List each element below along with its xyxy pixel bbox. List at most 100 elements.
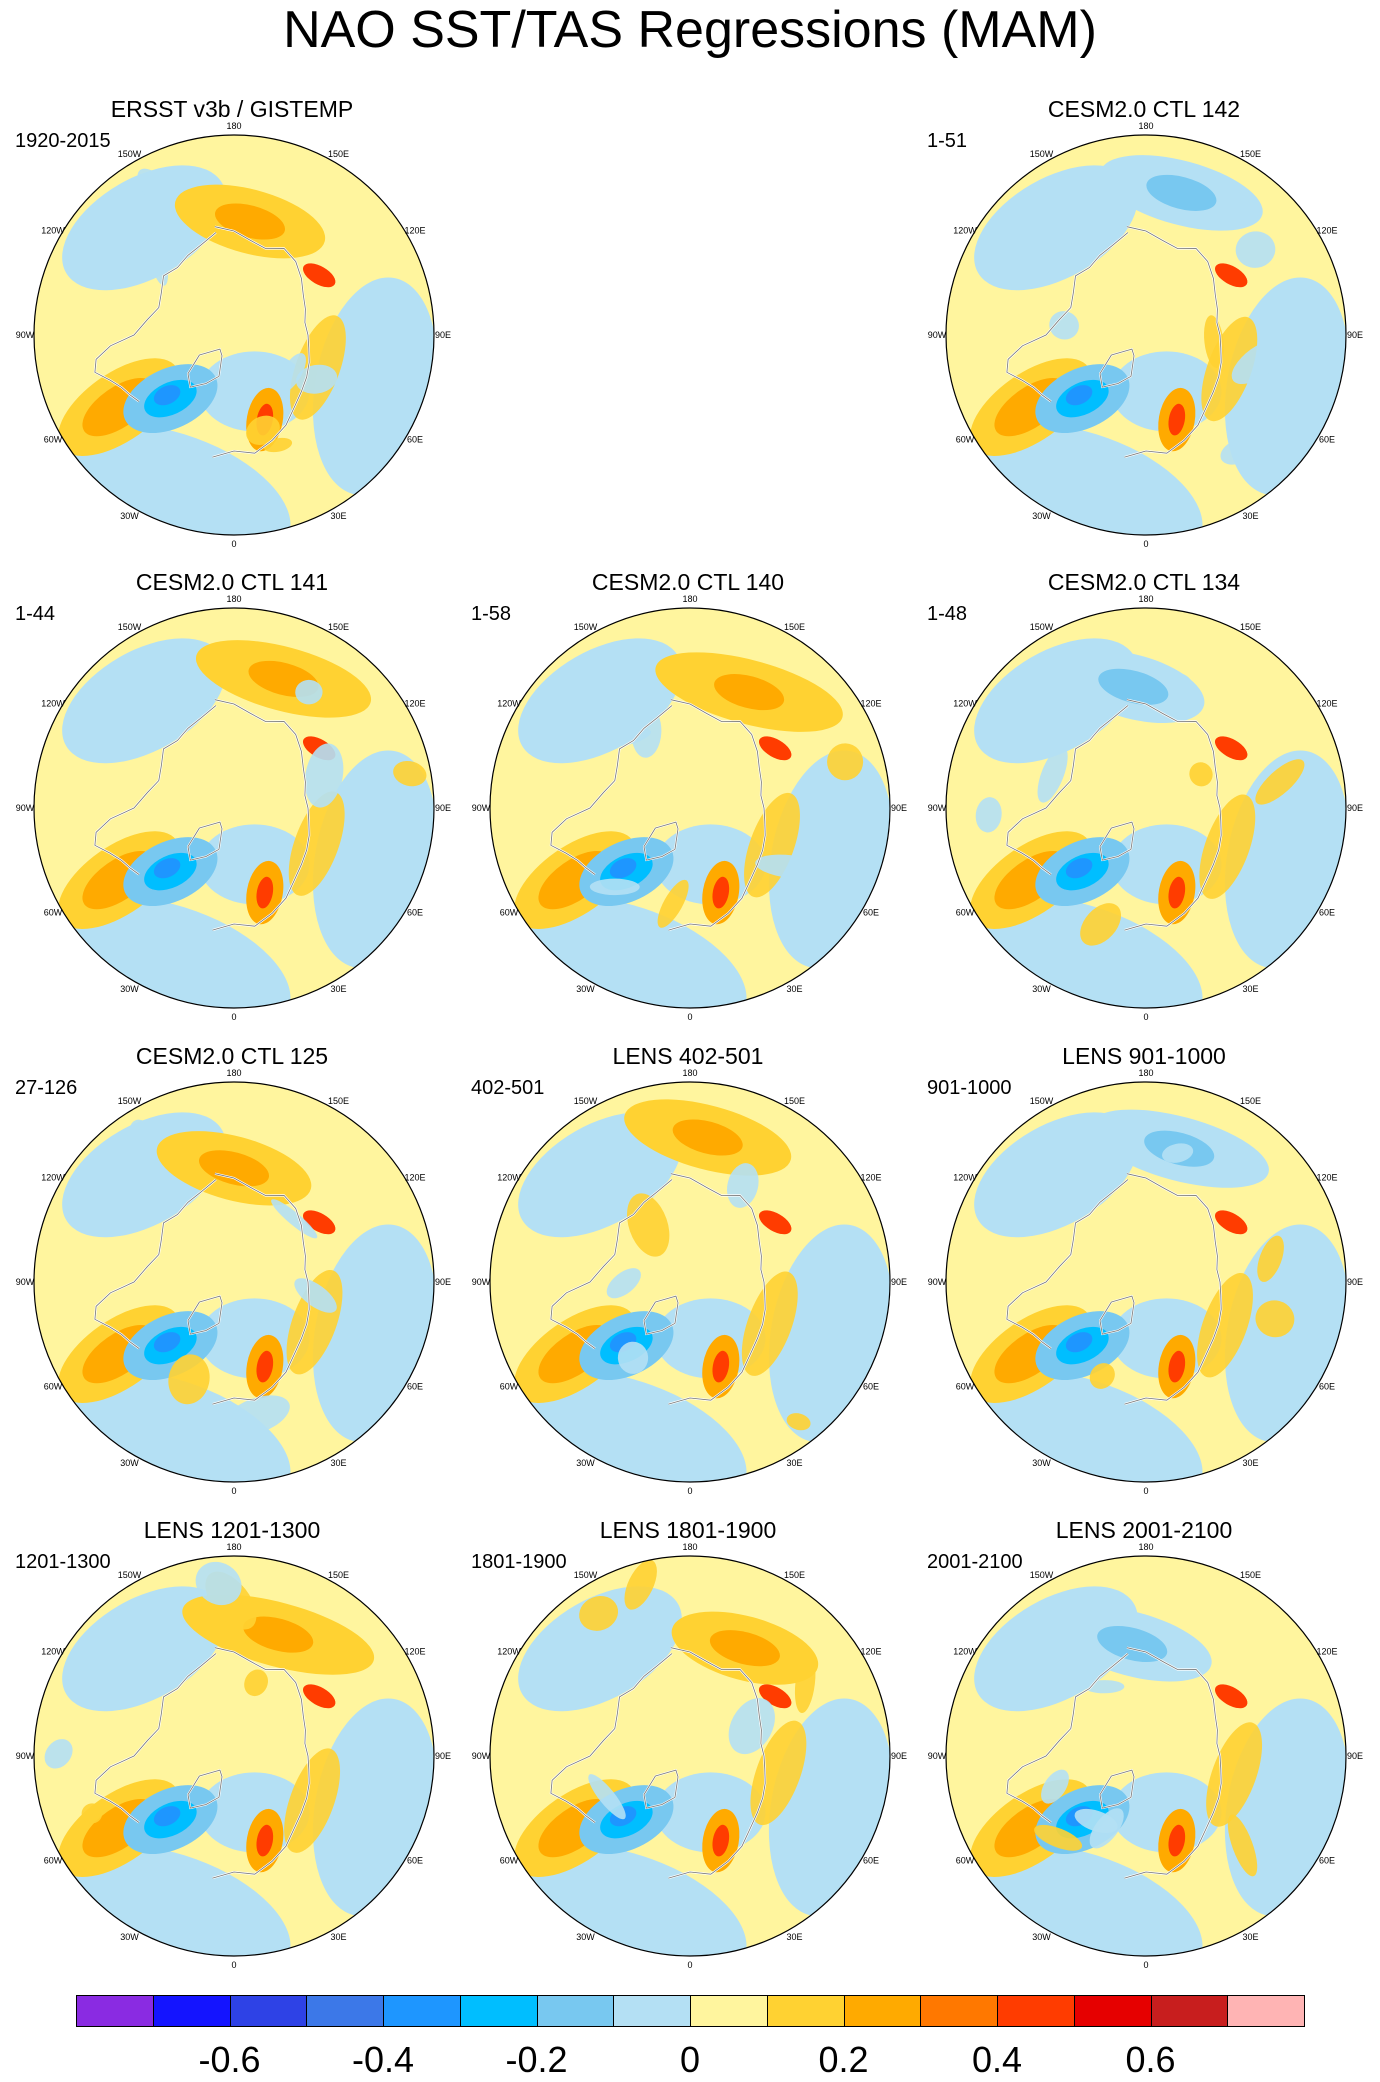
longitude-label: 60W (500, 1382, 519, 1392)
coastline (94, 1653, 217, 1823)
panel-title: CESM2.0 CTL 142 (1047, 96, 1241, 122)
panel-period: 1920-2015 (15, 130, 111, 152)
anomaly-contour (1065, 1332, 1093, 1353)
colorbar-tick-label: -0.6 (198, 2039, 261, 2080)
colorbar (76, 1995, 1305, 2027)
longitude-label: 30W (120, 984, 139, 994)
longitude-label: 150E (1240, 1096, 1261, 1106)
colorbar-tick-label: 0 (679, 2039, 701, 2080)
map-border (945, 134, 1347, 536)
anomaly-contour (302, 1210, 336, 1235)
anomaly-contour (827, 743, 864, 781)
coastline (668, 699, 766, 931)
longitude-label: 90E (891, 1277, 907, 1287)
longitude-label: 0 (687, 1486, 692, 1496)
colorbar-swatch (843, 1995, 922, 2027)
anomaly-contour (294, 1278, 337, 1313)
longitude-label: 120W (953, 699, 977, 709)
panel-ctl142: CESM2.0 CTL 142 1-51 180 150E 120E 90E 60E 30… (918, 95, 1370, 565)
longitude-label: 120E (404, 226, 425, 236)
longitude-label: 90W (928, 330, 947, 340)
anomaly-contour (284, 1748, 341, 1853)
anomaly-contour (606, 1268, 641, 1299)
longitude-label: 30W (1032, 1932, 1051, 1942)
anomaly-contour (256, 1824, 274, 1857)
anomaly-contour (81, 1803, 103, 1824)
figure-title: NAO SST/TAS Regressions (MAM) (283, 1, 1097, 59)
longitude-label: 120E (1316, 226, 1337, 236)
panel-period: 27-126 (15, 1077, 78, 1099)
longitude-label: 60E (1319, 1382, 1335, 1392)
coastline (212, 699, 310, 931)
anomaly-contour (588, 1774, 626, 1820)
anomaly-contour (1231, 339, 1287, 385)
longitude-label: 30E (330, 1932, 346, 1942)
longitude-label: 180 (682, 1542, 697, 1552)
anomaly-contour (122, 706, 146, 737)
coastline (668, 1647, 766, 1879)
coastline (1099, 821, 1135, 861)
anomaly-contour (168, 1354, 210, 1405)
longitude-label: 90W (928, 1277, 947, 1287)
longitude-label: 150W (1030, 149, 1054, 159)
anomaly-contour (794, 1652, 816, 1713)
coastline (1124, 1173, 1222, 1405)
colorbar-swatch (1150, 1995, 1229, 2027)
anomaly-contour (1214, 736, 1248, 761)
longitude-label: 60E (863, 1382, 879, 1392)
colorbar-swatch (229, 1995, 308, 2027)
longitude-label: 180 (1138, 1542, 1153, 1552)
colorbar-swatch (997, 1995, 1075, 2027)
longitude-label: 150W (574, 1570, 598, 1580)
polar-map: 180 150E 120E 90E 60E 30E 0 30W 60W 90W 120W 150W (6, 1538, 458, 1983)
anomaly-contour (1199, 794, 1256, 899)
anomaly-contour (1201, 316, 1258, 422)
longitude-label: 60W (956, 1382, 975, 1392)
panel-ctl141: CESM2.0 CTL 141 1-44 180 150E 120E 90E 60E 30… (6, 568, 458, 1038)
coastline (1124, 1647, 1222, 1879)
map-border (945, 1555, 1347, 1957)
anomaly-contour (1065, 858, 1093, 879)
longitude-label: 120E (860, 699, 881, 709)
longitude-label: 90W (928, 1751, 947, 1761)
longitude-label: 120W (953, 1647, 977, 1657)
panel-period: 1-58 (471, 603, 512, 625)
longitude-label: 120W (41, 1173, 65, 1183)
longitude-label: 150W (1030, 622, 1054, 632)
longitude-label: 150E (784, 1096, 805, 1106)
coastline (94, 1179, 217, 1349)
coastline (187, 821, 223, 861)
longitude-label: 60E (1319, 908, 1335, 918)
colorbar-tick-label: 0.6 (1125, 2039, 1176, 2080)
longitude-label: 30E (1242, 1458, 1258, 1468)
anomaly-contour (1065, 385, 1093, 406)
panel-title: LENS 2001-2100 (1055, 1517, 1233, 1543)
longitude-label: 60E (863, 908, 879, 918)
anomaly-contour (1214, 1210, 1248, 1235)
longitude-label: 90E (1347, 330, 1363, 340)
longitude-label: 60W (500, 1856, 519, 1866)
coastline (1006, 232, 1129, 402)
longitude-label: 180 (226, 1068, 241, 1078)
panel-title: CESM2.0 CTL 140 (591, 569, 785, 595)
colorbar-tick-label: -0.2 (505, 2039, 568, 2080)
panel-lens901: LENS 901-1000 901-1000 180 150E 120E 90E 60E… (918, 1042, 1370, 1512)
anomaly-contour (672, 1119, 743, 1156)
anomaly-contour (714, 674, 785, 711)
longitude-label: 150E (1240, 149, 1261, 159)
coastline (1099, 348, 1135, 388)
coastline (187, 348, 223, 388)
coastline (94, 232, 217, 402)
anomaly-contour (709, 1630, 780, 1667)
anomaly-contour (1168, 403, 1186, 436)
anomaly-contour (1146, 174, 1217, 211)
colorbar-swatch (766, 1995, 845, 2027)
longitude-label: 30E (786, 1932, 802, 1942)
longitude-label: 90W (16, 1277, 35, 1287)
coastline (212, 1173, 310, 1405)
longitude-label: 90E (891, 803, 907, 813)
anomaly-contour (153, 1332, 181, 1353)
panel-title: LENS 402-501 (612, 1043, 764, 1069)
map-border (945, 1081, 1347, 1483)
longitude-label: 60E (863, 1856, 879, 1866)
